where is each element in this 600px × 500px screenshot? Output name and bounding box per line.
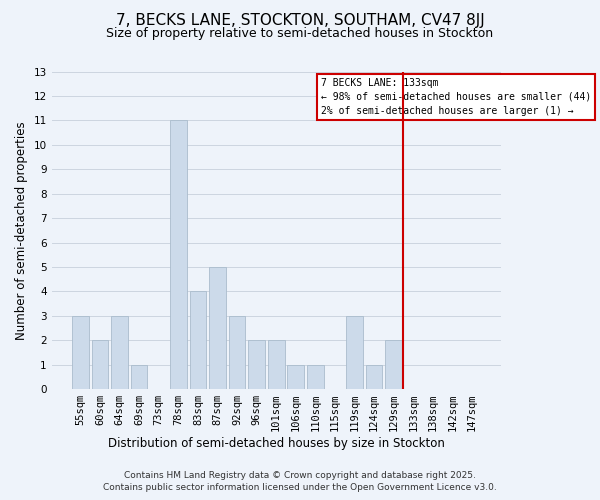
Bar bbox=[307, 364, 323, 389]
Y-axis label: Number of semi-detached properties: Number of semi-detached properties bbox=[15, 121, 28, 340]
Bar bbox=[170, 120, 187, 389]
Bar bbox=[111, 316, 128, 389]
Bar bbox=[268, 340, 284, 389]
Text: Contains HM Land Registry data © Crown copyright and database right 2025.
Contai: Contains HM Land Registry data © Crown c… bbox=[103, 471, 497, 492]
Text: 7, BECKS LANE, STOCKTON, SOUTHAM, CV47 8JJ: 7, BECKS LANE, STOCKTON, SOUTHAM, CV47 8… bbox=[116, 12, 484, 28]
Text: Size of property relative to semi-detached houses in Stockton: Size of property relative to semi-detach… bbox=[106, 28, 494, 40]
Bar bbox=[248, 340, 265, 389]
Bar bbox=[229, 316, 245, 389]
Bar bbox=[92, 340, 109, 389]
Bar bbox=[385, 340, 402, 389]
Bar bbox=[190, 292, 206, 389]
Bar bbox=[131, 364, 148, 389]
Text: 7 BECKS LANE: 133sqm
← 98% of semi-detached houses are smaller (44)
2% of semi-d: 7 BECKS LANE: 133sqm ← 98% of semi-detac… bbox=[321, 78, 592, 116]
Bar bbox=[209, 267, 226, 389]
Bar bbox=[287, 364, 304, 389]
Bar bbox=[366, 364, 382, 389]
Bar bbox=[72, 316, 89, 389]
Bar bbox=[346, 316, 363, 389]
X-axis label: Distribution of semi-detached houses by size in Stockton: Distribution of semi-detached houses by … bbox=[108, 437, 445, 450]
